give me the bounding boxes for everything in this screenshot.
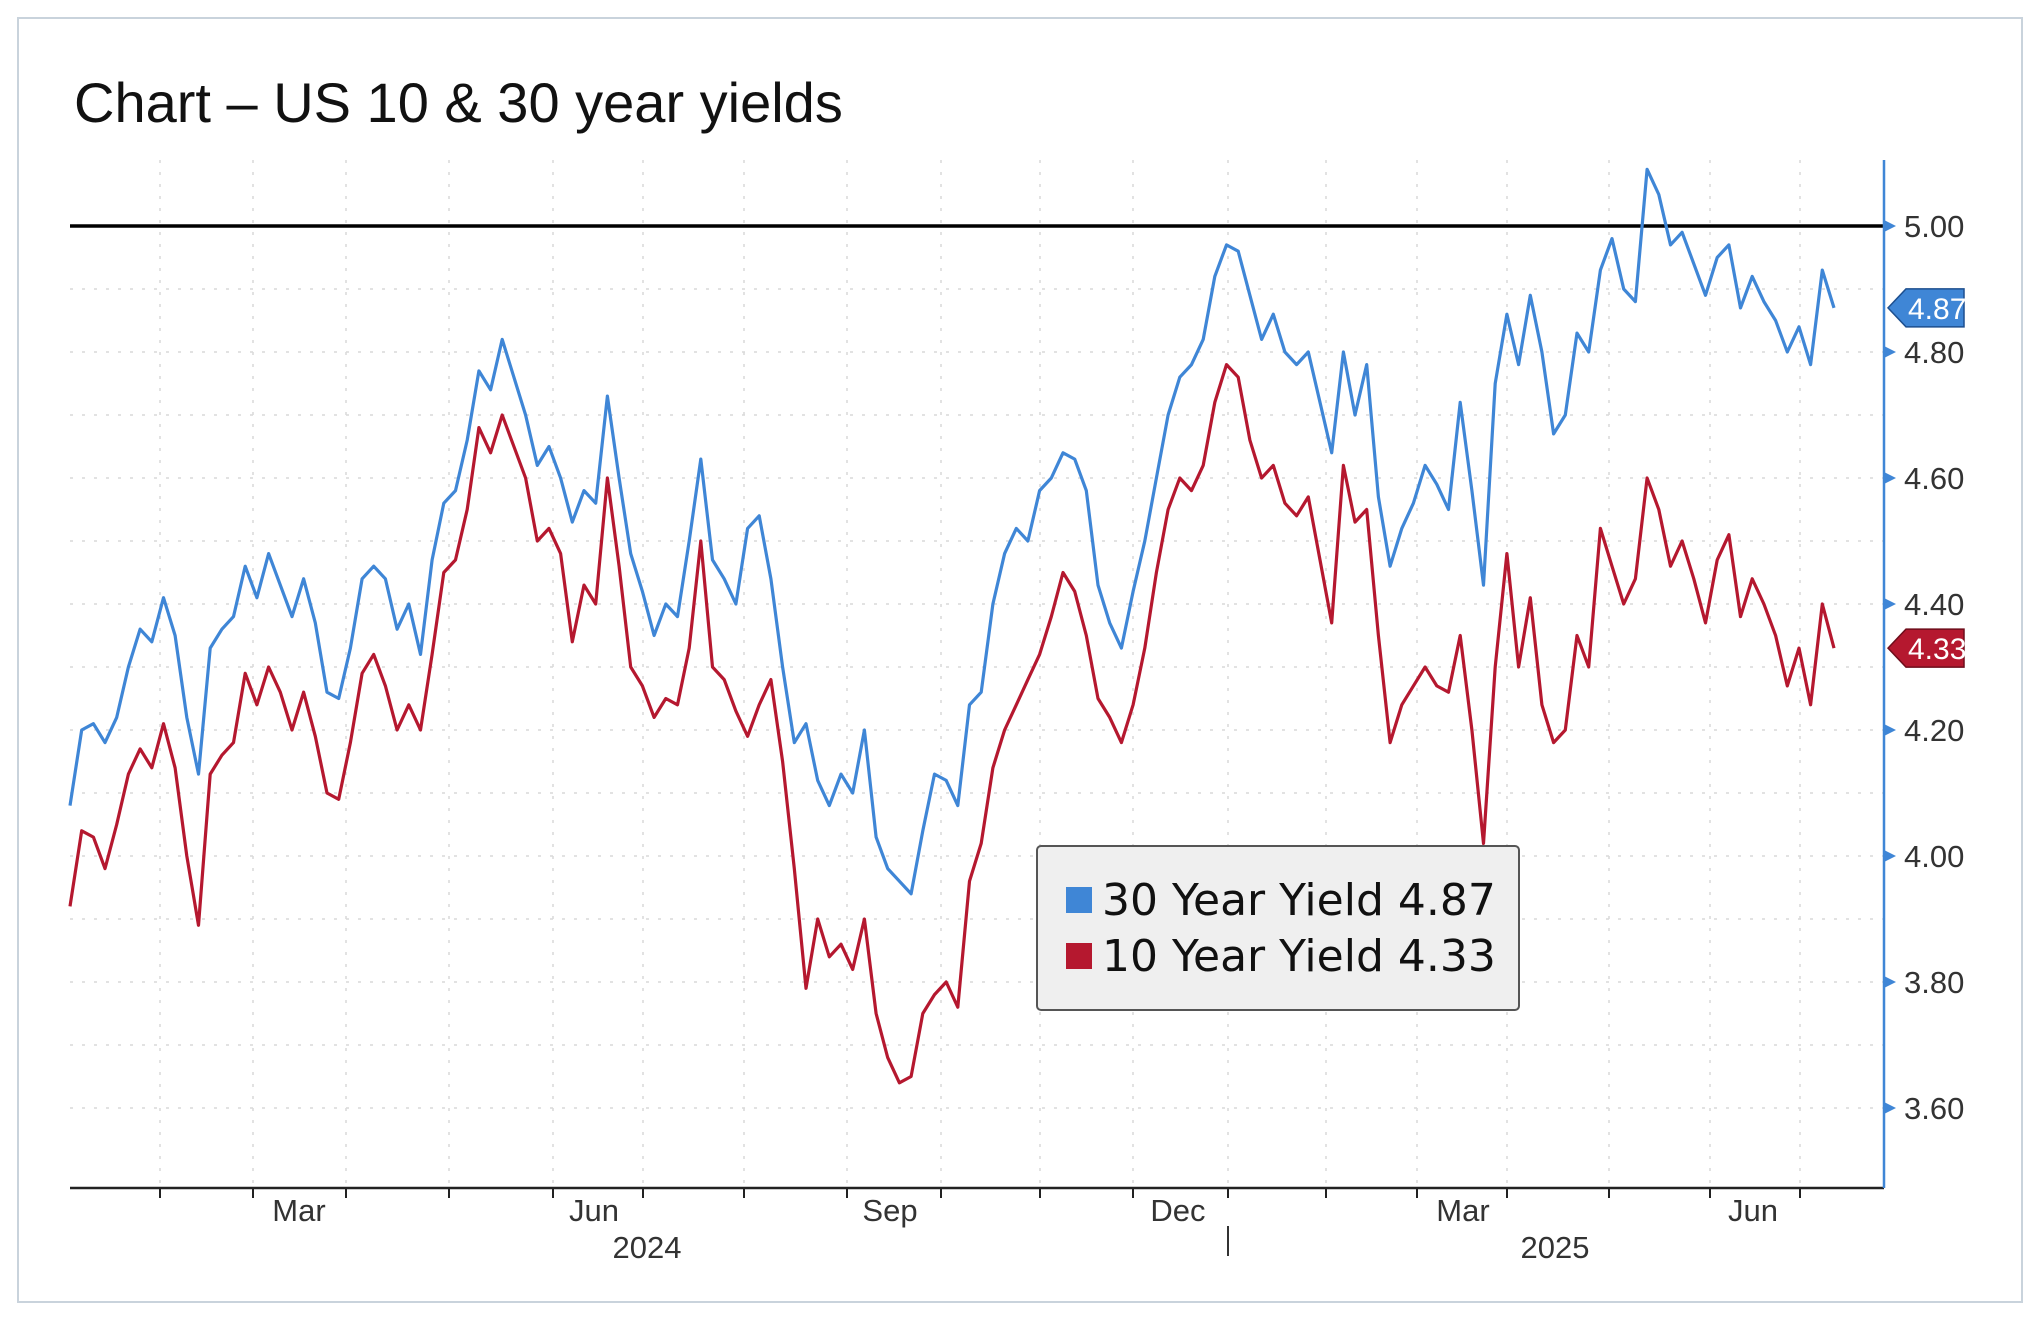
x-tick-label: Mar [272,1193,325,1228]
legend-swatch [1066,943,1092,969]
x-tick-label: Jun [1728,1193,1778,1228]
year-label: 2025 [1521,1230,1590,1265]
series-line-10-year [68,363,1836,1085]
legend-entry: 30 Year Yield 4.87 [1102,875,1496,926]
chart-frame [17,17,2023,1303]
y-tick-label: 3.80 [1904,965,1964,1000]
legend-entry: 10 Year Yield 4.33 [1102,931,1496,982]
x-tick-label: Sep [862,1193,917,1228]
y-tick-mark [1884,976,1896,988]
y-tick-label: 5.00 [1904,209,1964,244]
y-tick-mark [1884,1102,1896,1114]
x-tick-label: Dec [1150,1193,1205,1228]
y-tick-label: 4.80 [1904,335,1964,370]
y-tick-label: 3.60 [1904,1091,1964,1126]
y-tick-mark [1884,220,1896,232]
last-value-tag [1886,288,1965,328]
last-value-tags: 4.87 4.33 [1886,288,1966,668]
last-value-label: 4.33 [1908,633,1966,666]
y-tick-label: 4.40 [1904,587,1964,622]
series-layer [68,167,1836,1085]
legend-swatch [1066,887,1092,913]
y-tick-mark [1884,598,1896,610]
x-tick-label: Jun [569,1193,619,1228]
y-tick-label: 4.20 [1904,713,1964,748]
y-tick-mark [1884,724,1896,736]
grid-lines [70,160,1884,1188]
y-tick-label: 4.00 [1904,839,1964,874]
year-label: 2024 [613,1230,682,1265]
last-value-label: 4.87 [1908,293,1966,326]
y-tick-mark [1884,346,1896,358]
y-tick-mark [1884,472,1896,484]
legend-box [1036,845,1520,1011]
chart-title: Chart – US 10 & 30 year yields [74,71,843,134]
x-tick-label: Mar [1436,1193,1489,1228]
last-value-tag [1886,628,1965,668]
y-tick-label: 4.60 [1904,461,1964,496]
y-tick-mark [1884,850,1896,862]
series-line-30-year [68,167,1836,896]
